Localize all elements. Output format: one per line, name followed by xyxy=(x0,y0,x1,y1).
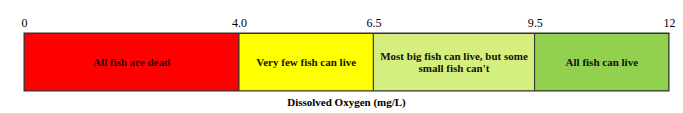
tick-label: 0 xyxy=(22,16,28,30)
segment xyxy=(24,33,239,91)
segment-label: All fish are dead xyxy=(93,56,170,68)
chart: All fish are dead Very few fish can live M… xyxy=(0,0,683,113)
plot: All fish are dead Very few fish can live M… xyxy=(22,16,676,91)
tick-label: 6.5 xyxy=(366,16,381,30)
x-axis: 0 4.0 6.5 9.5 12 xyxy=(22,16,676,34)
tick: 9.5 xyxy=(528,16,543,33)
segment-label: All fish can live xyxy=(566,56,639,68)
segment-labels: All fish are dead Very few fish can live M… xyxy=(93,50,638,74)
tick: 4.0 xyxy=(232,16,247,33)
tick: 6.5 xyxy=(366,16,381,33)
segment xyxy=(239,33,373,91)
segment-label: Very few fish can live xyxy=(256,56,356,68)
segment xyxy=(535,33,669,91)
frame xyxy=(24,33,669,91)
tick: 12 xyxy=(664,16,676,33)
tick: 0 xyxy=(22,16,28,33)
tick-label: 12 xyxy=(664,16,676,30)
segment xyxy=(373,33,534,91)
bars xyxy=(24,33,669,91)
tick-label: 9.5 xyxy=(528,16,543,30)
segment-label: Most big fish can live, but somesmall fi… xyxy=(380,50,528,74)
axis-title: Dissolved Oxygen (mg/L) xyxy=(287,96,406,109)
tick-label: 4.0 xyxy=(232,16,247,30)
